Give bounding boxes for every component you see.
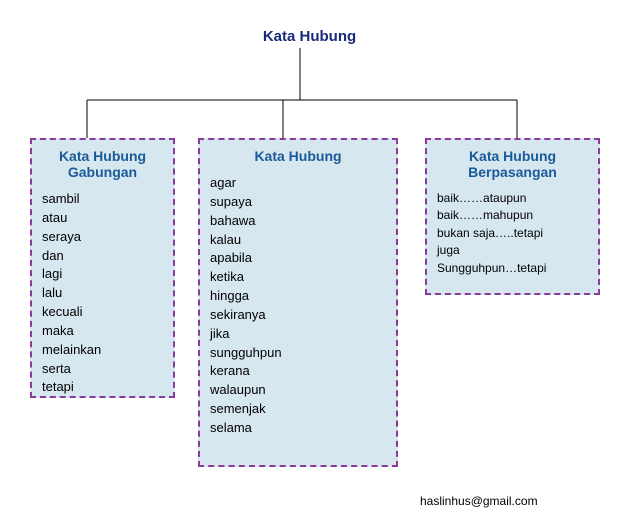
list-item: sekiranya <box>210 306 386 325</box>
list-item: tetapi <box>42 378 163 397</box>
box-title-hubung: Kata Hubung <box>210 148 386 164</box>
list-item: kerana <box>210 362 386 381</box>
box-berpasangan: Kata HubungBerpasangan baik……ataupunbaik…… <box>425 138 600 295</box>
list-item: juga <box>437 242 588 259</box>
list-item: bahawa <box>210 212 386 231</box>
box-gabungan: Kata HubungGabungansambilatauserayadanla… <box>30 138 175 398</box>
list-item: supaya <box>210 193 386 212</box>
list-item: baik……mahupun <box>437 207 588 224</box>
list-item: maka <box>42 322 163 341</box>
list-item: Sungguhpun…tetapi <box>437 260 588 277</box>
list-item: selama <box>210 419 386 438</box>
list-item: atau <box>42 209 163 228</box>
list-item: walaupun <box>210 381 386 400</box>
list-item: hingga <box>210 287 386 306</box>
list-item: lagi <box>42 265 163 284</box>
list-item: dan <box>42 247 163 266</box>
box-title-berpasangan: Kata HubungBerpasangan <box>437 148 588 180</box>
box-items-gabungan: sambilatauserayadanlagilalukecualimakame… <box>42 190 163 397</box>
list-item: lalu <box>42 284 163 303</box>
list-item: jika <box>210 325 386 344</box>
list-item: apabila <box>210 249 386 268</box>
list-item: serta <box>42 360 163 379</box>
list-item: semenjak <box>210 400 386 419</box>
root-title: Kata Hubung <box>0 28 619 45</box>
list-item: melainkan <box>42 341 163 360</box>
list-item: bukan saja…..tetapi <box>437 225 588 242</box>
box-hubung: Kata Hubungagarsupayabahawakalauapabilak… <box>198 138 398 467</box>
box-items-berpasangan: baik……ataupunbaik……mahupunbukan saja…..t… <box>437 190 588 277</box>
footer-credit: haslinhus@gmail.com <box>420 494 538 508</box>
list-item: baik……ataupun <box>437 190 588 207</box>
list-item: seraya <box>42 228 163 247</box>
list-item: kecuali <box>42 303 163 322</box>
list-item: sambil <box>42 190 163 209</box>
list-item: agar <box>210 174 386 193</box>
box-title-gabungan: Kata HubungGabungan <box>42 148 163 180</box>
list-item: ketika <box>210 268 386 287</box>
list-item: kalau <box>210 231 386 250</box>
list-item: sungguhpun <box>210 344 386 363</box>
box-items-hubung: agarsupayabahawakalauapabilaketikahingga… <box>210 174 386 438</box>
